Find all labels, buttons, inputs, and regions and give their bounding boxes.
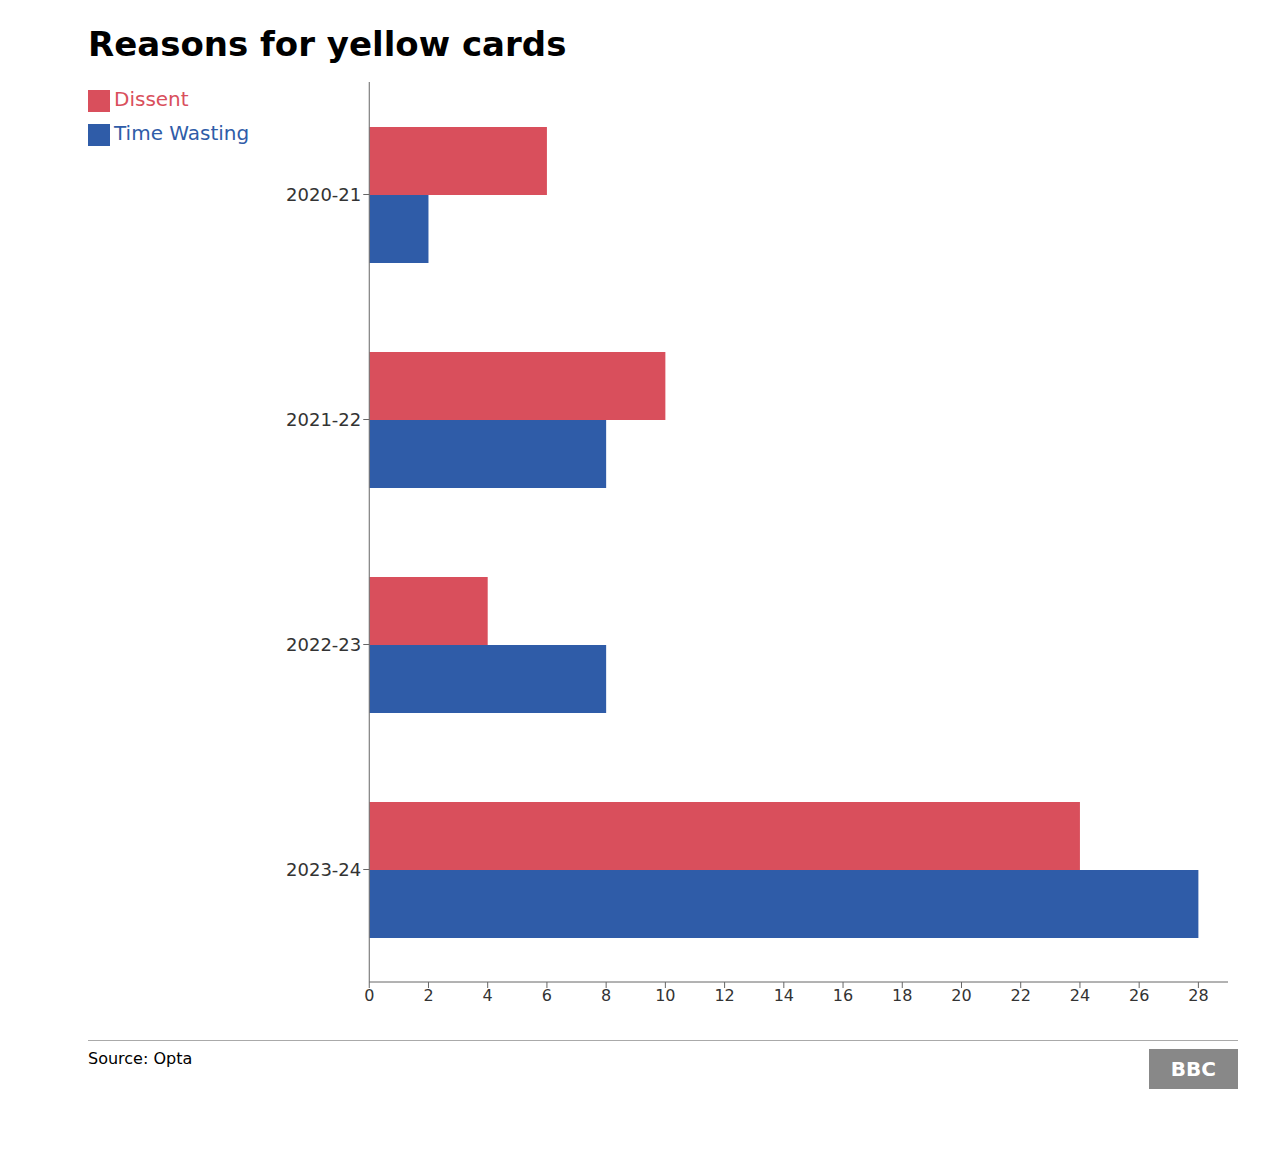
svg-text:16: 16: [833, 986, 853, 1005]
svg-text:20: 20: [951, 986, 971, 1005]
svg-text:0: 0: [364, 986, 374, 1005]
svg-text:12: 12: [714, 986, 734, 1005]
svg-text:28: 28: [1188, 986, 1208, 1005]
svg-text:18: 18: [892, 986, 912, 1005]
svg-text:26: 26: [1129, 986, 1149, 1005]
svg-text:22: 22: [1011, 986, 1031, 1005]
html-text:Source: Opta: Source: Opta: [88, 1049, 193, 1068]
svg-text:6: 6: [542, 986, 552, 1005]
html-text:Time Wasting: Time Wasting: [114, 121, 250, 145]
svg-text:2021-22: 2021-22: [286, 409, 361, 430]
html-text:Dissent: Dissent: [114, 87, 189, 111]
html-text:BBC: BBC: [1170, 1057, 1216, 1081]
svg-text:10: 10: [655, 986, 675, 1005]
svg-text:2023-24: 2023-24: [286, 859, 361, 880]
svg-text:8: 8: [601, 986, 611, 1005]
svg-text:14: 14: [774, 986, 794, 1005]
svg-text:2020-21: 2020-21: [286, 184, 361, 205]
svg-text:2: 2: [423, 986, 433, 1005]
svg-text:24: 24: [1070, 986, 1090, 1005]
html-text:Reasons for yellow cards: Reasons for yellow cards: [88, 24, 567, 64]
svg-text:2022-23: 2022-23: [286, 634, 361, 655]
svg-text:4: 4: [483, 986, 493, 1005]
